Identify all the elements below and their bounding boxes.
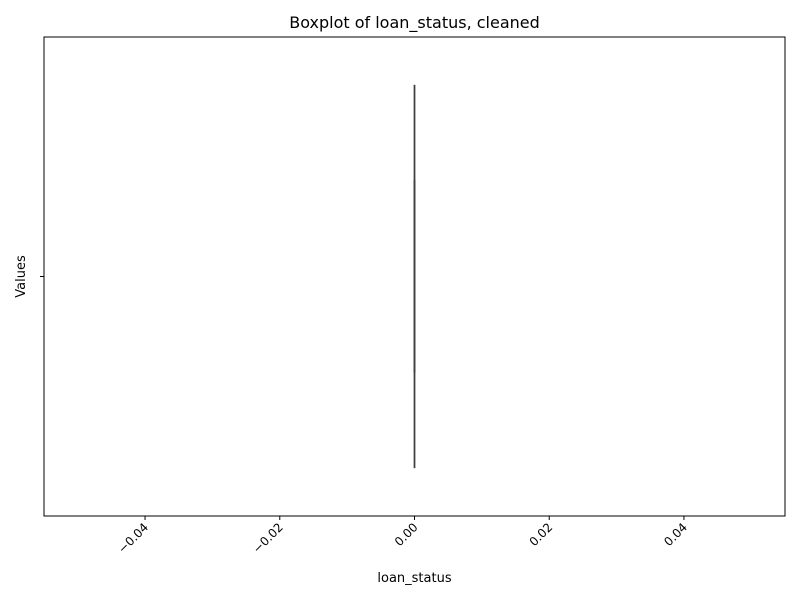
x-axis-label: loan_status — [377, 571, 451, 586]
y-axis-label: Values — [14, 255, 29, 298]
chart-title: Boxplot of loan_status, cleaned — [289, 13, 540, 33]
